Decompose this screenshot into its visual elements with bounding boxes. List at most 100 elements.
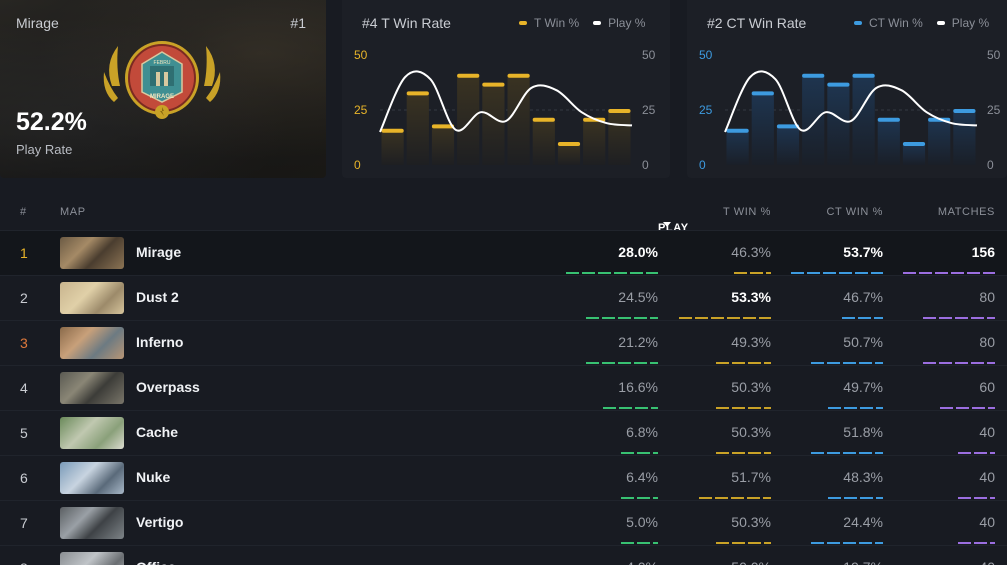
row-map-name[interactable]: Nuke — [136, 469, 171, 485]
table-row[interactable]: 5 Cache 6.8% 50.3% 51.8% 40 — [0, 410, 1007, 455]
play-rate-bar — [586, 317, 658, 319]
chart-bar-cap — [877, 117, 900, 122]
chart-bar-cap — [608, 109, 631, 113]
row-map-name[interactable]: Vertigo — [136, 514, 184, 530]
chart-bar-cap — [852, 73, 875, 78]
y-tick-label-left: 0 — [699, 158, 706, 172]
chart-bar-cap — [507, 73, 530, 78]
t-win-bar — [716, 542, 771, 544]
t-win-bar — [716, 452, 771, 454]
t-win-bar — [734, 272, 771, 274]
chart-bar-cap — [557, 142, 581, 146]
chart-bar — [406, 92, 429, 165]
row-play-rate: 6.8% — [626, 424, 658, 440]
chart-bar — [953, 110, 976, 165]
row-play-rate: 28.0% — [618, 244, 658, 260]
t-chart-title: #4 T Win Rate — [362, 15, 451, 31]
row-play-rate: 4.0% — [626, 559, 658, 565]
chart-bar-cap — [827, 82, 850, 87]
t-win-rate-chart: 50 50 25 25 0 0 — [354, 48, 656, 172]
row-play-rate: 21.2% — [618, 334, 658, 350]
play-rate-bar — [566, 272, 658, 274]
chart-bar-cap — [802, 73, 825, 78]
legend-t-win-label: T Win % — [534, 16, 580, 30]
row-t-win: 51.7% — [731, 469, 771, 485]
legend-swatch-icon — [854, 21, 862, 25]
chart-bar — [507, 74, 530, 165]
table-row[interactable]: 6 Nuke 6.4% 51.7% 48.3% 40 — [0, 455, 1007, 500]
play-rate-line — [379, 70, 633, 133]
chart-bar — [802, 74, 825, 165]
row-map-name[interactable]: Office — [136, 559, 176, 565]
y-tick-label-left: 0 — [354, 158, 361, 172]
play-rate-bar — [621, 497, 658, 499]
ct-win-rate-card[interactable]: #2 CT Win Rate CT Win % Play % 50 50 25 25 0… — [687, 0, 1007, 178]
featured-play-rate-label: Play Rate — [16, 142, 73, 157]
table-row[interactable]: 2 Dust 2 24.5% 53.3% 46.7% 80 — [0, 275, 1007, 320]
table-row[interactable]: 4 Overpass 16.6% 50.3% 49.7% 60 — [0, 365, 1007, 410]
header-map[interactable]: MAP — [60, 206, 86, 218]
table-row[interactable]: 1 Mirage 28.0% 46.3% 53.7% 156 — [0, 230, 1007, 275]
chart-bar — [902, 143, 926, 165]
chart-bar-cap — [726, 128, 749, 133]
row-rank: 5 — [20, 425, 28, 441]
header-matches[interactable]: MATCHES — [937, 206, 995, 218]
y-tick-label-left: 50 — [354, 48, 368, 62]
featured-play-rate: 52.2% — [16, 108, 87, 136]
row-rank: 8 — [20, 560, 28, 565]
y-tick-label-right: 0 — [987, 158, 994, 172]
header-t-win[interactable]: T WIN % — [723, 206, 771, 218]
header-rank: # — [20, 206, 27, 218]
ct-chart-legend: CT Win % Play % — [854, 16, 989, 30]
t-win-rate-card[interactable]: #4 T Win Rate T Win % Play % 50 50 25 25 0 0 — [342, 0, 670, 178]
legend-play-label: Play % — [608, 16, 646, 30]
legend-swatch-icon — [936, 21, 945, 25]
row-play-rate: 24.5% — [618, 289, 658, 305]
matches-bar — [940, 407, 995, 409]
chart-bar — [726, 129, 749, 165]
chart-bar-cap — [381, 128, 404, 133]
map-thumbnail — [60, 282, 124, 314]
y-tick-label-right: 50 — [642, 48, 656, 62]
map-thumbnail — [60, 327, 124, 359]
chart-bar — [431, 125, 455, 165]
play-rate-bar — [621, 452, 658, 454]
row-map-name[interactable]: Overpass — [136, 379, 200, 395]
chart-bar — [532, 118, 555, 165]
chart-bar — [482, 83, 505, 165]
chart-bar-cap — [482, 82, 505, 87]
badge-small-text: FEBRU — [154, 60, 171, 66]
chart-bar — [557, 143, 581, 165]
table-body: 1 Mirage 28.0% 46.3% 53.7% 156 2 Dust 2 … — [0, 230, 1007, 565]
chart-bar-cap — [953, 109, 976, 113]
header-ct-win[interactable]: CT WIN % — [826, 206, 883, 218]
chart-bar — [776, 125, 800, 165]
play-rate-bar — [586, 362, 658, 364]
chart-bar-cap — [406, 91, 429, 96]
row-matches: 40 — [979, 559, 995, 565]
map-thumbnail — [60, 552, 124, 565]
row-ct-win: 24.4% — [843, 514, 883, 530]
play-rate-bar — [621, 542, 658, 544]
row-ct-win: 51.8% — [843, 424, 883, 440]
table-row[interactable]: 8 Office 4.0% 50.0% 19.7% 40 — [0, 545, 1007, 565]
row-map-name[interactable]: Inferno — [136, 334, 184, 350]
row-map-name[interactable]: Cache — [136, 424, 179, 440]
row-map-name[interactable]: Dust 2 — [136, 289, 179, 305]
play-rate-bar — [603, 407, 658, 409]
map-thumbnail — [60, 237, 124, 269]
y-tick-label-right: 50 — [987, 48, 1001, 62]
featured-map-card[interactable]: Mirage #1 FEBRU MIRAGE 52.2% Play Rate — [0, 0, 326, 178]
row-t-win: 49.3% — [731, 334, 771, 350]
table-row[interactable]: 3 Inferno 21.2% 49.3% 50.7% 80 — [0, 320, 1007, 365]
featured-map-name: Mirage — [16, 15, 59, 31]
table-row[interactable]: 7 Vertigo 5.0% 50.3% 24.4% 40 — [0, 500, 1007, 545]
row-play-rate: 6.4% — [626, 469, 658, 485]
chart-bar — [457, 74, 480, 165]
row-ct-win: 19.7% — [843, 559, 883, 565]
chart-bar — [928, 118, 951, 165]
row-ct-win: 46.7% — [843, 289, 883, 305]
sort-desc-icon — [663, 222, 671, 227]
row-t-win: 46.3% — [731, 244, 771, 260]
row-map-name[interactable]: Mirage — [136, 244, 182, 260]
